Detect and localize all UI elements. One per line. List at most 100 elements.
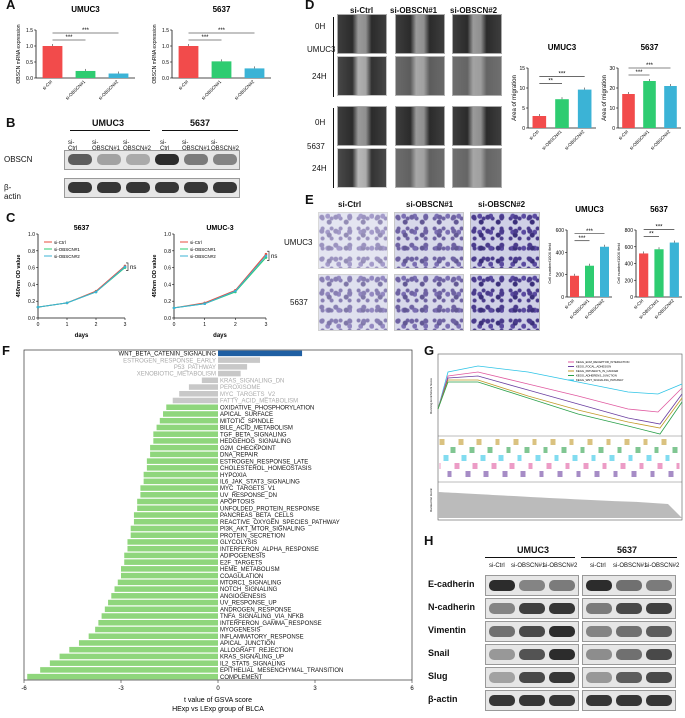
data-point [172,306,176,310]
blot-band [519,603,545,614]
y-axis-label: 450nm OD value [152,255,158,298]
y-tick-label: 200 [625,278,634,284]
blot-b-lane-2: si-OBSCN#1 [92,140,121,152]
y-tick-label: 0.8 [164,249,171,255]
bar [117,579,218,586]
wound-image [337,14,387,54]
category-label: HEDGEHOG_SIGNALING [220,439,291,445]
bar [146,465,218,471]
y-tick-label: 1.0 [28,232,35,238]
sig-label: *** [655,225,663,231]
x-axis-label: days [75,333,89,339]
chart-c-umuc3: UMUC-3 0.0 0.2 0.4 0.6 0.8 1.0 0 1 2 3 days 450nm OD… [152,225,277,339]
y-tick-label: 600 [625,245,634,251]
series-line [37,265,126,308]
blot-h-row-label: β-actin [428,694,458,704]
legend-label: KEGG_WNT_SIGNALING_PATHWAY [576,378,624,382]
category-label: MYC_TARGETS_V2 [220,392,276,398]
category-label: MTORC1_SIGNALING [220,581,282,587]
category-label: PI3K_AKT_MTOR_SIGNALING [220,527,305,533]
category-label: P53_PATHWAY [174,365,216,371]
bar [188,384,218,390]
chart-title: UMUC3 [548,43,577,52]
panel-letter-f: F [2,343,10,358]
bar [669,242,679,297]
bar [622,94,635,128]
wound-col-2: si-OBSCN#1 [390,6,438,15]
category-label: PROTEIN_SECRETION [220,533,285,539]
bar [27,673,218,680]
x-tick-label: 0 [173,322,176,328]
category-label: UV_RESPONSE_UP [220,601,277,607]
legend-label: si-Ctrl [54,240,66,245]
wound-time-0h-1: 0H [315,22,326,31]
blot-band [616,649,642,660]
wound-image [395,148,445,188]
chart-a-umuc3: UMUC3 0.0 0.5 1.0 1.5 OBSCN mRNA expression si… [16,5,135,101]
bar [585,265,594,297]
bar [150,451,218,458]
category-label: ANGIOGENESIS [220,594,266,600]
bar [40,667,219,673]
chart-e-umuc3: UMUC3 0 200 400 600 Cell number/100X field si-… [547,205,612,320]
blot-h-lane-6: si-OBSCN#2 [645,563,680,569]
bar [555,99,569,128]
category-label: TGF_BETA_SIGNALING [220,432,287,438]
blot-b-lane-1: si-Ctrl [68,140,78,152]
bar [133,518,218,525]
blot-band [489,580,515,591]
series-line [37,266,126,308]
panel-letter-a: A [6,0,16,12]
sig-label: *** [586,229,594,235]
blot-band [549,649,575,660]
bar [108,73,129,78]
bar [130,525,218,532]
blot-band [616,672,642,683]
panel-letter-e: E [305,192,314,207]
blot-band [519,626,545,637]
category-label: NOTCH_SIGNALING [220,587,278,593]
x-tick-label: si-OBSCN#1 [541,129,563,151]
blot-h-group-2: 5637 [617,545,638,555]
category-label: E2F_TARGETS [220,560,262,566]
wound-image [337,106,387,146]
blot-h-strip [485,575,579,596]
x-tick-label: si-Ctrl [41,79,53,91]
bar [150,444,218,451]
blot-b-row-label-2: β-actin [4,183,21,201]
x-tick-label: 2 [95,322,98,328]
blot-band [586,603,612,614]
y-tick-label: 1.0 [26,44,33,50]
blot-b-group-1: UMUC3 [92,118,125,128]
blot-band [489,603,515,614]
y-axis-label: 450nm OD value [16,255,22,298]
blot-b-lane-3: si-OBSCN#2 [123,140,152,152]
bar [49,660,218,666]
blot-h-strip [485,667,579,688]
chart-title: UMUC-3 [206,225,233,232]
blot-band [646,580,672,591]
category-label: CHOLESTEROL_HOMEOSTASIS [220,466,312,472]
legend-label: si-OBSCN#2 [190,254,216,259]
blot-h-strip [582,575,676,596]
x-tick-label: si-Ctrl [177,79,189,91]
x-tick-label: -6 [21,686,27,692]
y-tick-label: 1.0 [162,44,169,50]
wound-image [337,56,387,96]
x-tick-label: si-Ctrl [633,298,645,310]
category-label: KRAS_SIGNALING_UP [220,655,284,661]
x-tick-label: si-OBSCN#2 [564,129,586,151]
bar [98,619,218,626]
bar [179,391,218,397]
blot-band [586,649,612,660]
y-tick-label: 1.5 [162,28,169,34]
bar [95,626,218,633]
data-point [123,265,127,269]
category-label: ESTROGEN_RESPONSE_EARLY [123,358,216,364]
bar [178,46,199,78]
sig-label: *** [558,72,566,78]
y-tick-label: 5 [522,106,525,112]
bar [153,438,218,444]
legend-label: KEGG_ADHERENS_JUNCTION [576,374,617,378]
transwell-image [394,212,464,269]
